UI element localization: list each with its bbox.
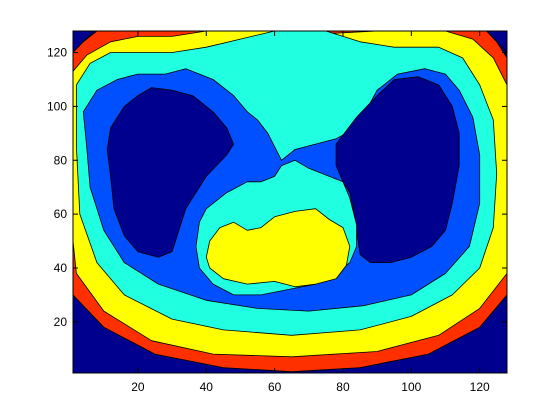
y-axis: 20 40 60 80 100 120 [47,46,507,329]
x-tick-label: 100 [401,380,421,394]
y-tick-label: 60 [54,207,68,221]
contour-regions [73,31,507,373]
x-axis: 20 40 60 80 100 120 [131,31,490,394]
x-tick-label: 120 [470,380,490,394]
contour-region-right-lung-cavity [335,76,460,264]
x-tick-label: 80 [336,380,350,394]
contour-region-left-lung-cavity [106,87,235,258]
y-tick-label: 80 [54,153,68,167]
x-tick-label: 60 [268,380,282,394]
contour-region-yellow-heart [205,208,351,288]
y-tick-label: 20 [54,315,68,329]
y-tick-label: 120 [47,46,67,60]
axes-frame [72,30,508,374]
y-tick-label: 100 [47,99,67,113]
y-tick-label: 40 [54,261,68,275]
x-tick-label: 20 [131,380,145,394]
x-tick-label: 40 [200,380,214,394]
